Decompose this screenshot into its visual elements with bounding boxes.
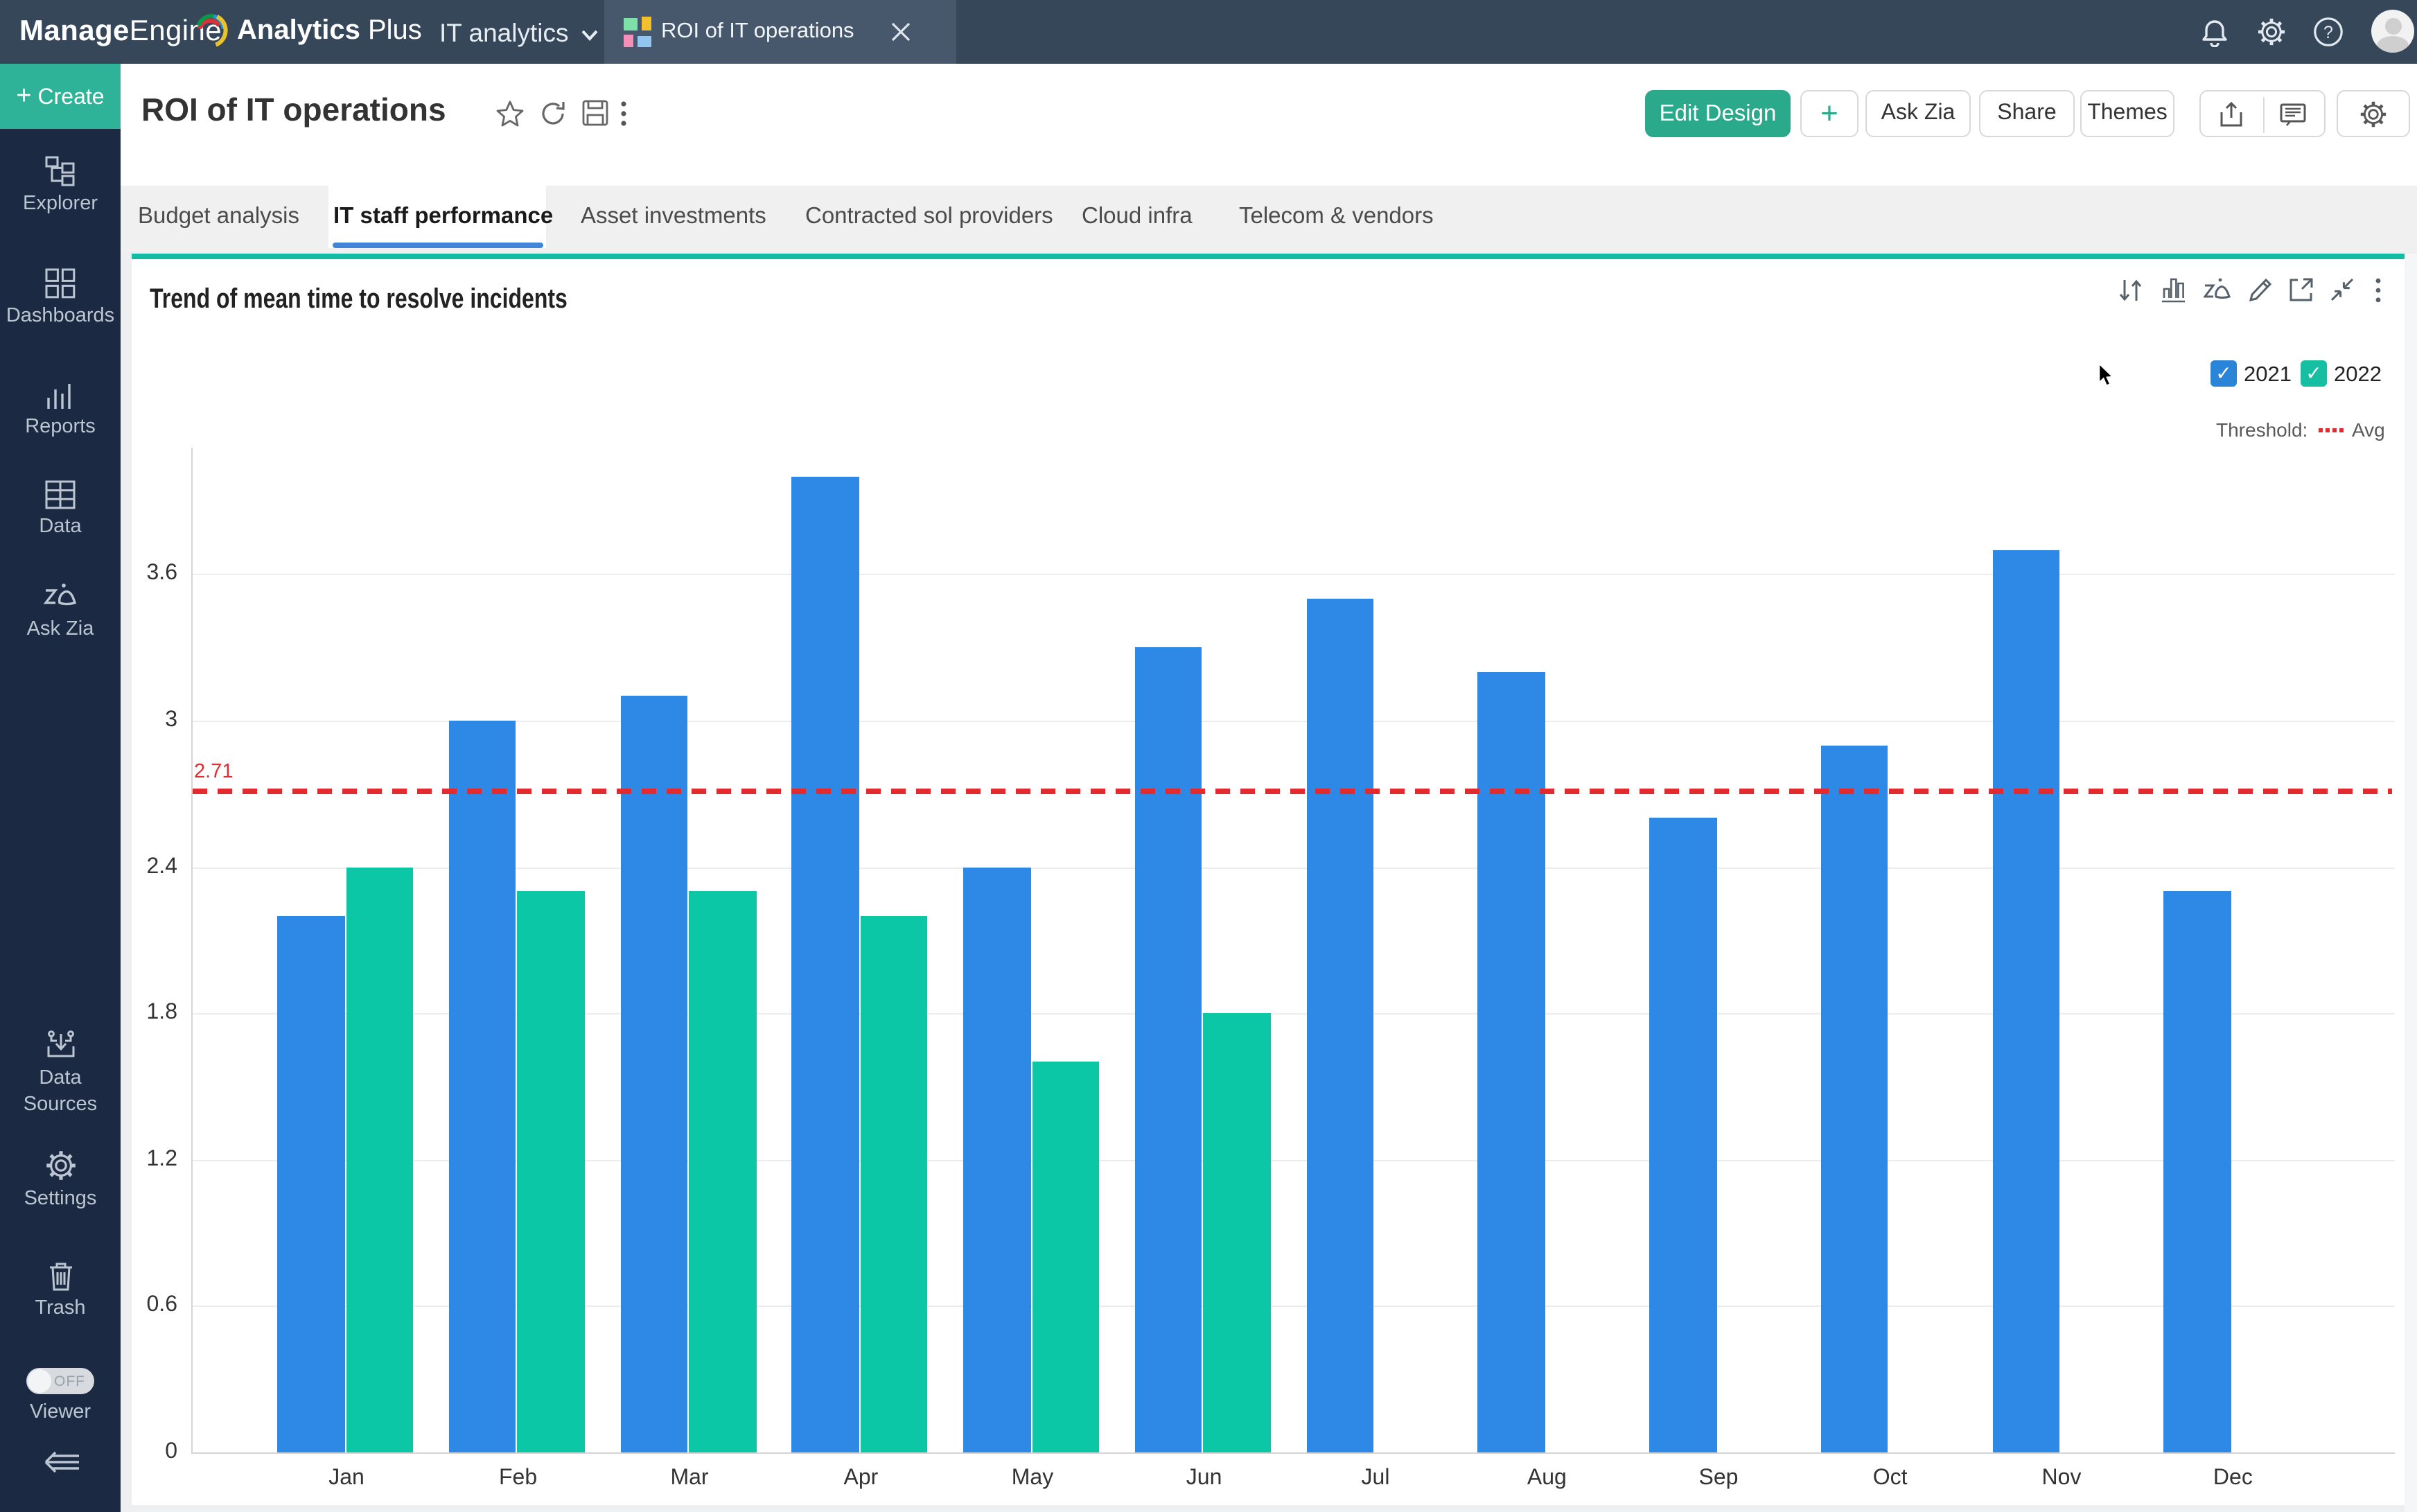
svg-text:?: ? bbox=[2323, 23, 2333, 42]
